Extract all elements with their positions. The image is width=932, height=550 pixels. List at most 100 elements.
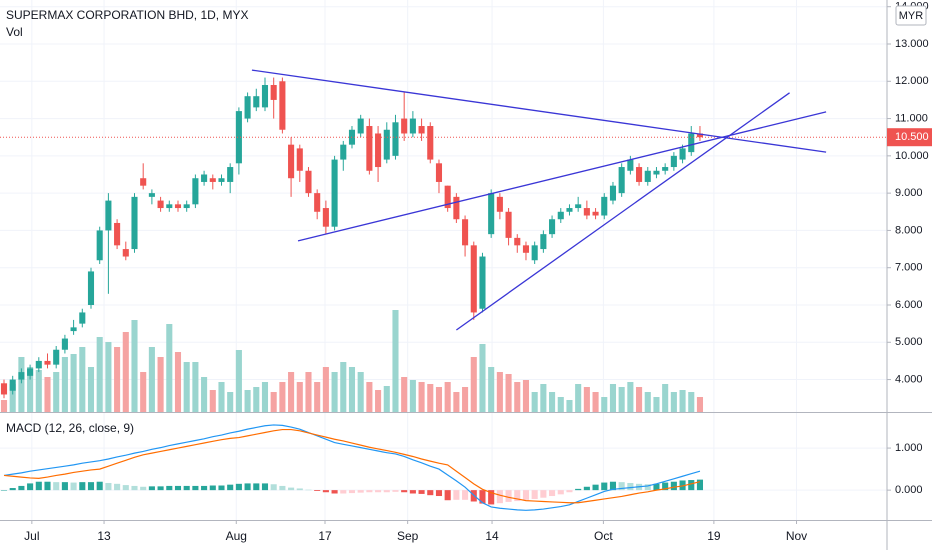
candle-body (392, 122, 399, 156)
candle-body (122, 249, 129, 257)
volume-bar (279, 382, 286, 412)
histogram-bar (427, 490, 434, 496)
candle-body (61, 338, 68, 350)
histogram-bar (409, 490, 416, 494)
candle-body (183, 204, 190, 209)
candle-body (244, 96, 251, 119)
histogram-bar (401, 490, 408, 493)
volume-bar (670, 392, 677, 412)
candle-body (557, 211, 564, 220)
volume-bar (27, 367, 34, 412)
candle-body (592, 211, 599, 216)
volume-bar (183, 362, 190, 412)
histogram-bar (348, 490, 356, 494)
y-tick-label: 6.000 (895, 299, 923, 311)
candle-body (357, 118, 364, 134)
histogram-bar (418, 490, 425, 494)
histogram-bar (540, 490, 547, 498)
candle-body (279, 81, 286, 130)
volume-bar (235, 350, 242, 412)
candle-body (18, 372, 25, 380)
histogram-bar (183, 485, 190, 491)
volume-bar (505, 374, 512, 412)
y-tick-label: 4.000 (895, 373, 923, 385)
volume-bar (79, 347, 86, 412)
volume-bar (253, 387, 260, 412)
trendline (251, 69, 827, 153)
macd-series (0, 424, 704, 511)
volume-bar (0, 400, 8, 412)
candle-body (53, 349, 60, 365)
candle-body (174, 204, 182, 209)
histogram-bar (9, 488, 16, 491)
candle-body (470, 245, 477, 313)
histogram-bar (601, 482, 608, 491)
histogram-bar (70, 482, 77, 491)
y-tick-label: 9.000 (895, 187, 923, 199)
candle-body (496, 196, 503, 212)
histogram-bar (235, 483, 242, 491)
histogram-bar (44, 481, 51, 491)
histogram-bar (662, 482, 669, 491)
histogram-bar (296, 488, 303, 491)
histogram-bar (462, 490, 469, 500)
histogram-bar (96, 481, 103, 491)
candle-body (653, 170, 660, 175)
volume-bar (227, 392, 234, 412)
candle-body (601, 196, 608, 216)
volume-bar (70, 354, 77, 412)
histogram-bar (174, 485, 182, 491)
x-tick-label: Jul (24, 529, 39, 543)
macd-line (3, 424, 701, 511)
histogram-bar (392, 490, 399, 492)
histogram-bar (0, 490, 8, 491)
candle-body (618, 167, 625, 194)
candle-body (296, 148, 303, 171)
currency[interactable]: MYR (899, 10, 924, 22)
volume-bar (696, 397, 704, 412)
histogram-bar (140, 486, 147, 491)
volume-bar (348, 367, 356, 412)
currency-box[interactable] (895, 5, 927, 26)
macd-title: MACD (12, 26, close, 9) (6, 421, 134, 435)
candle-body (566, 208, 573, 212)
plot-area (0, 0, 887, 520)
histogram-bar (514, 490, 521, 502)
volume-bar (44, 377, 51, 412)
volume-bar (357, 372, 364, 412)
candle-body (35, 360, 42, 369)
volume-bar (418, 382, 425, 412)
histogram-bar (531, 490, 538, 499)
histogram-bar (270, 484, 277, 491)
volume-bar (244, 390, 251, 412)
volume-bar (131, 320, 138, 412)
candle-body (366, 126, 373, 171)
candle-body (462, 219, 469, 246)
histogram-bar (383, 490, 390, 493)
volume-bar (557, 397, 564, 412)
candle-body (87, 271, 95, 305)
histogram-bar (53, 482, 60, 491)
histogram-bar (261, 483, 269, 491)
candle-body (479, 256, 486, 309)
volume-label: Vol (6, 25, 23, 39)
volume-bar (140, 372, 147, 412)
candle-body (679, 148, 686, 160)
volume-bar (35, 370, 42, 412)
volume-bar (209, 390, 216, 412)
histogram-bar (114, 483, 121, 491)
volume-bar (592, 392, 599, 412)
candle-body (627, 159, 634, 171)
candle-body (166, 204, 173, 209)
histogram-bar (201, 485, 208, 491)
histogram-bar (340, 490, 347, 494)
price-series (0, 69, 887, 412)
volume-bar (148, 347, 155, 412)
histogram-bar (679, 480, 686, 491)
volume-bar (261, 382, 269, 412)
volume-bar (392, 310, 399, 412)
volume-bar (322, 367, 329, 412)
histogram-bar (122, 485, 129, 491)
